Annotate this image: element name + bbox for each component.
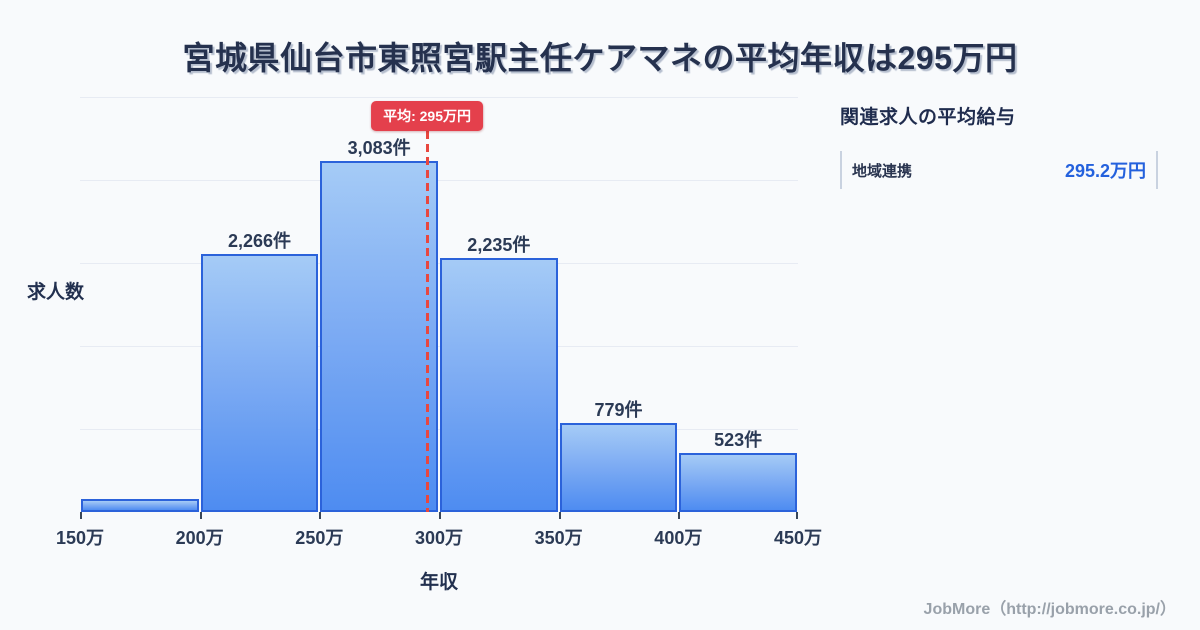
related-job-value: 295.2万円	[1064, 161, 1146, 181]
y-axis-title: 求人数	[27, 282, 85, 303]
bar-value-label: 2,235件	[467, 234, 531, 255]
bar-value-label: 779件	[594, 400, 643, 421]
x-tick-label: 400万	[654, 528, 703, 548]
x-axis-title: 年収	[419, 572, 458, 593]
grid-line	[80, 429, 798, 430]
x-tick-label: 350万	[534, 528, 583, 548]
bar-value-label: 3,083件	[347, 138, 411, 159]
x-tick-label: 150万	[55, 528, 105, 548]
x-tick-mark	[678, 512, 681, 519]
x-tick-mark	[558, 512, 561, 519]
x-tick-mark	[439, 512, 441, 519]
grid-line	[80, 180, 798, 181]
related-jobs-header: 関連求人の平均給与	[840, 107, 1016, 128]
x-tick-mark	[199, 512, 202, 519]
histogram-bar	[679, 452, 797, 512]
related-job-row: 地域連携 295.2万円	[840, 151, 1158, 189]
related-job-label: 地域連携	[852, 162, 913, 180]
histogram-bar	[440, 257, 558, 512]
bar-value-label: 2,266件	[227, 231, 292, 252]
x-tick-label: 300万	[414, 528, 464, 548]
histogram-bar	[320, 161, 438, 512]
histogram-plot-area: 2,266件 3,083件 2,235件 779件 523件 150万 200万 250万 3…	[56, 97, 822, 548]
footer-credit: JobMore（http://jobmore.co.jp/）	[923, 601, 1176, 618]
x-tick-label: 450万	[773, 528, 823, 548]
page-title: 宮城県仙台市東照宮駅主任ケアマネの平均年収は295万円	[182, 40, 1018, 76]
grid-line	[80, 263, 798, 264]
histogram-bar	[81, 498, 199, 512]
histogram-bar	[559, 423, 678, 512]
grid-line	[80, 346, 798, 347]
average-line	[425, 131, 429, 512]
grid-line	[80, 97, 798, 98]
x-tick-mark	[319, 512, 322, 519]
related-jobs-panel: 関連求人の平均給与 地域連携 295.2万円	[840, 102, 1158, 189]
x-tick-label: 200万	[175, 528, 224, 548]
x-tick-label: 250万	[295, 528, 344, 548]
histogram-bar	[200, 254, 319, 512]
x-tick-mark	[796, 512, 798, 519]
average-badge: 平均: 295万円	[371, 101, 483, 131]
x-tick-mark	[80, 512, 82, 519]
bar-value-label: 523件	[714, 429, 763, 450]
